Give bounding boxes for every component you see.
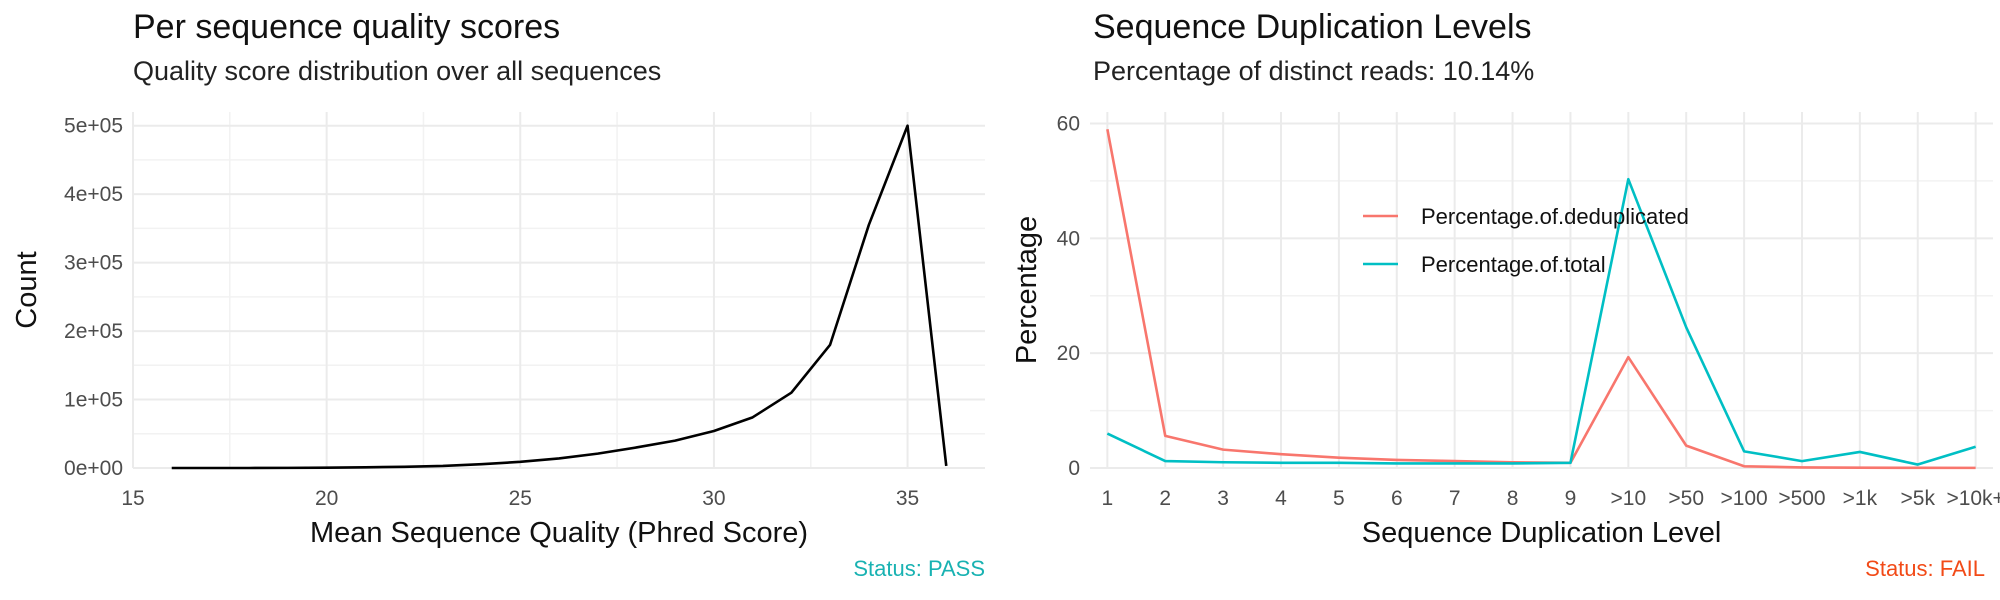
x-tick-label: 4	[1275, 487, 1287, 510]
x-tick-label: 25	[509, 487, 532, 510]
x-tick-label: 3	[1217, 487, 1229, 510]
deduplicated-line	[1106, 128, 1976, 470]
y-axis-title: Count	[11, 251, 43, 328]
quality-scores-panel: Per sequence quality scores Quality scor…	[11, 8, 985, 581]
duplication-levels-chart: 1 2 3 4 5 6 7 8 9 >10 >50 >100 >500 >1k >5k >10k+ 0 20 40 6…	[1011, 112, 2000, 549]
chart-title: Sequence Duplication Levels	[1093, 8, 1532, 46]
duplication-levels-panel: Sequence Duplication Levels Percentage o…	[1000, 0, 2000, 600]
x-tick-label: 20	[315, 487, 338, 510]
legend-label: Percentage.of.deduplicated	[1421, 204, 1689, 229]
x-axis-title: Sequence Duplication Level	[1362, 517, 1722, 549]
x-tick-label: 1	[1102, 487, 1114, 510]
x-tick-label: 9	[1565, 487, 1577, 510]
x-tick-label: 30	[702, 487, 725, 510]
chart-title: Per sequence quality scores	[133, 8, 561, 46]
y-tick-label: 20	[1057, 342, 1080, 365]
y-tick-label: 5e+05	[64, 115, 123, 138]
quality-count-line	[171, 124, 948, 470]
x-tick-label: 5	[1333, 487, 1345, 510]
x-tick-label: 15	[121, 487, 144, 510]
y-tick-label: 2e+05	[64, 320, 123, 343]
y-tick-label: 60	[1057, 112, 1080, 135]
x-tick-label: >500	[1778, 487, 1825, 510]
chart-subtitle: Quality score distribution over all sequ…	[133, 56, 662, 86]
y-tick-label: 1e+05	[64, 389, 123, 412]
x-tick-label: >10k+	[1946, 487, 2000, 510]
y-tick-label: 0e+00	[64, 457, 123, 480]
total-line	[1106, 177, 1977, 466]
chart-subtitle: Percentage of distinct reads: 10.14%	[1093, 56, 1535, 86]
x-tick-label: >50	[1668, 487, 1704, 510]
status-fail-label: Status: FAIL	[1865, 556, 1985, 581]
quality-scores-chart: 15 20 25 30 35 0e+00 1e+05 2e+05 3e+05 4e+05 5e+05…	[11, 112, 985, 549]
x-tick-label: >100	[1720, 487, 1767, 510]
y-tick-label: 4e+05	[64, 183, 123, 206]
legend-label: Percentage.of.total	[1421, 252, 1606, 277]
status-pass-label: Status: PASS	[853, 556, 985, 581]
y-tick-label: 40	[1057, 227, 1080, 250]
y-axis-title: Percentage	[1011, 216, 1043, 364]
x-tick-label: 7	[1449, 487, 1461, 510]
x-tick-label: 2	[1159, 487, 1171, 510]
x-tick-label: 6	[1391, 487, 1403, 510]
x-tick-label: >10	[1611, 487, 1647, 510]
x-tick-label: >1k	[1843, 487, 1878, 510]
y-tick-label: 0	[1068, 457, 1080, 480]
x-tick-label: 35	[896, 487, 919, 510]
x-axis-title: Mean Sequence Quality (Phred Score)	[310, 517, 808, 549]
x-tick-label: >5k	[1901, 487, 1936, 510]
y-tick-label: 3e+05	[64, 252, 123, 275]
x-tick-label: 8	[1507, 487, 1519, 510]
